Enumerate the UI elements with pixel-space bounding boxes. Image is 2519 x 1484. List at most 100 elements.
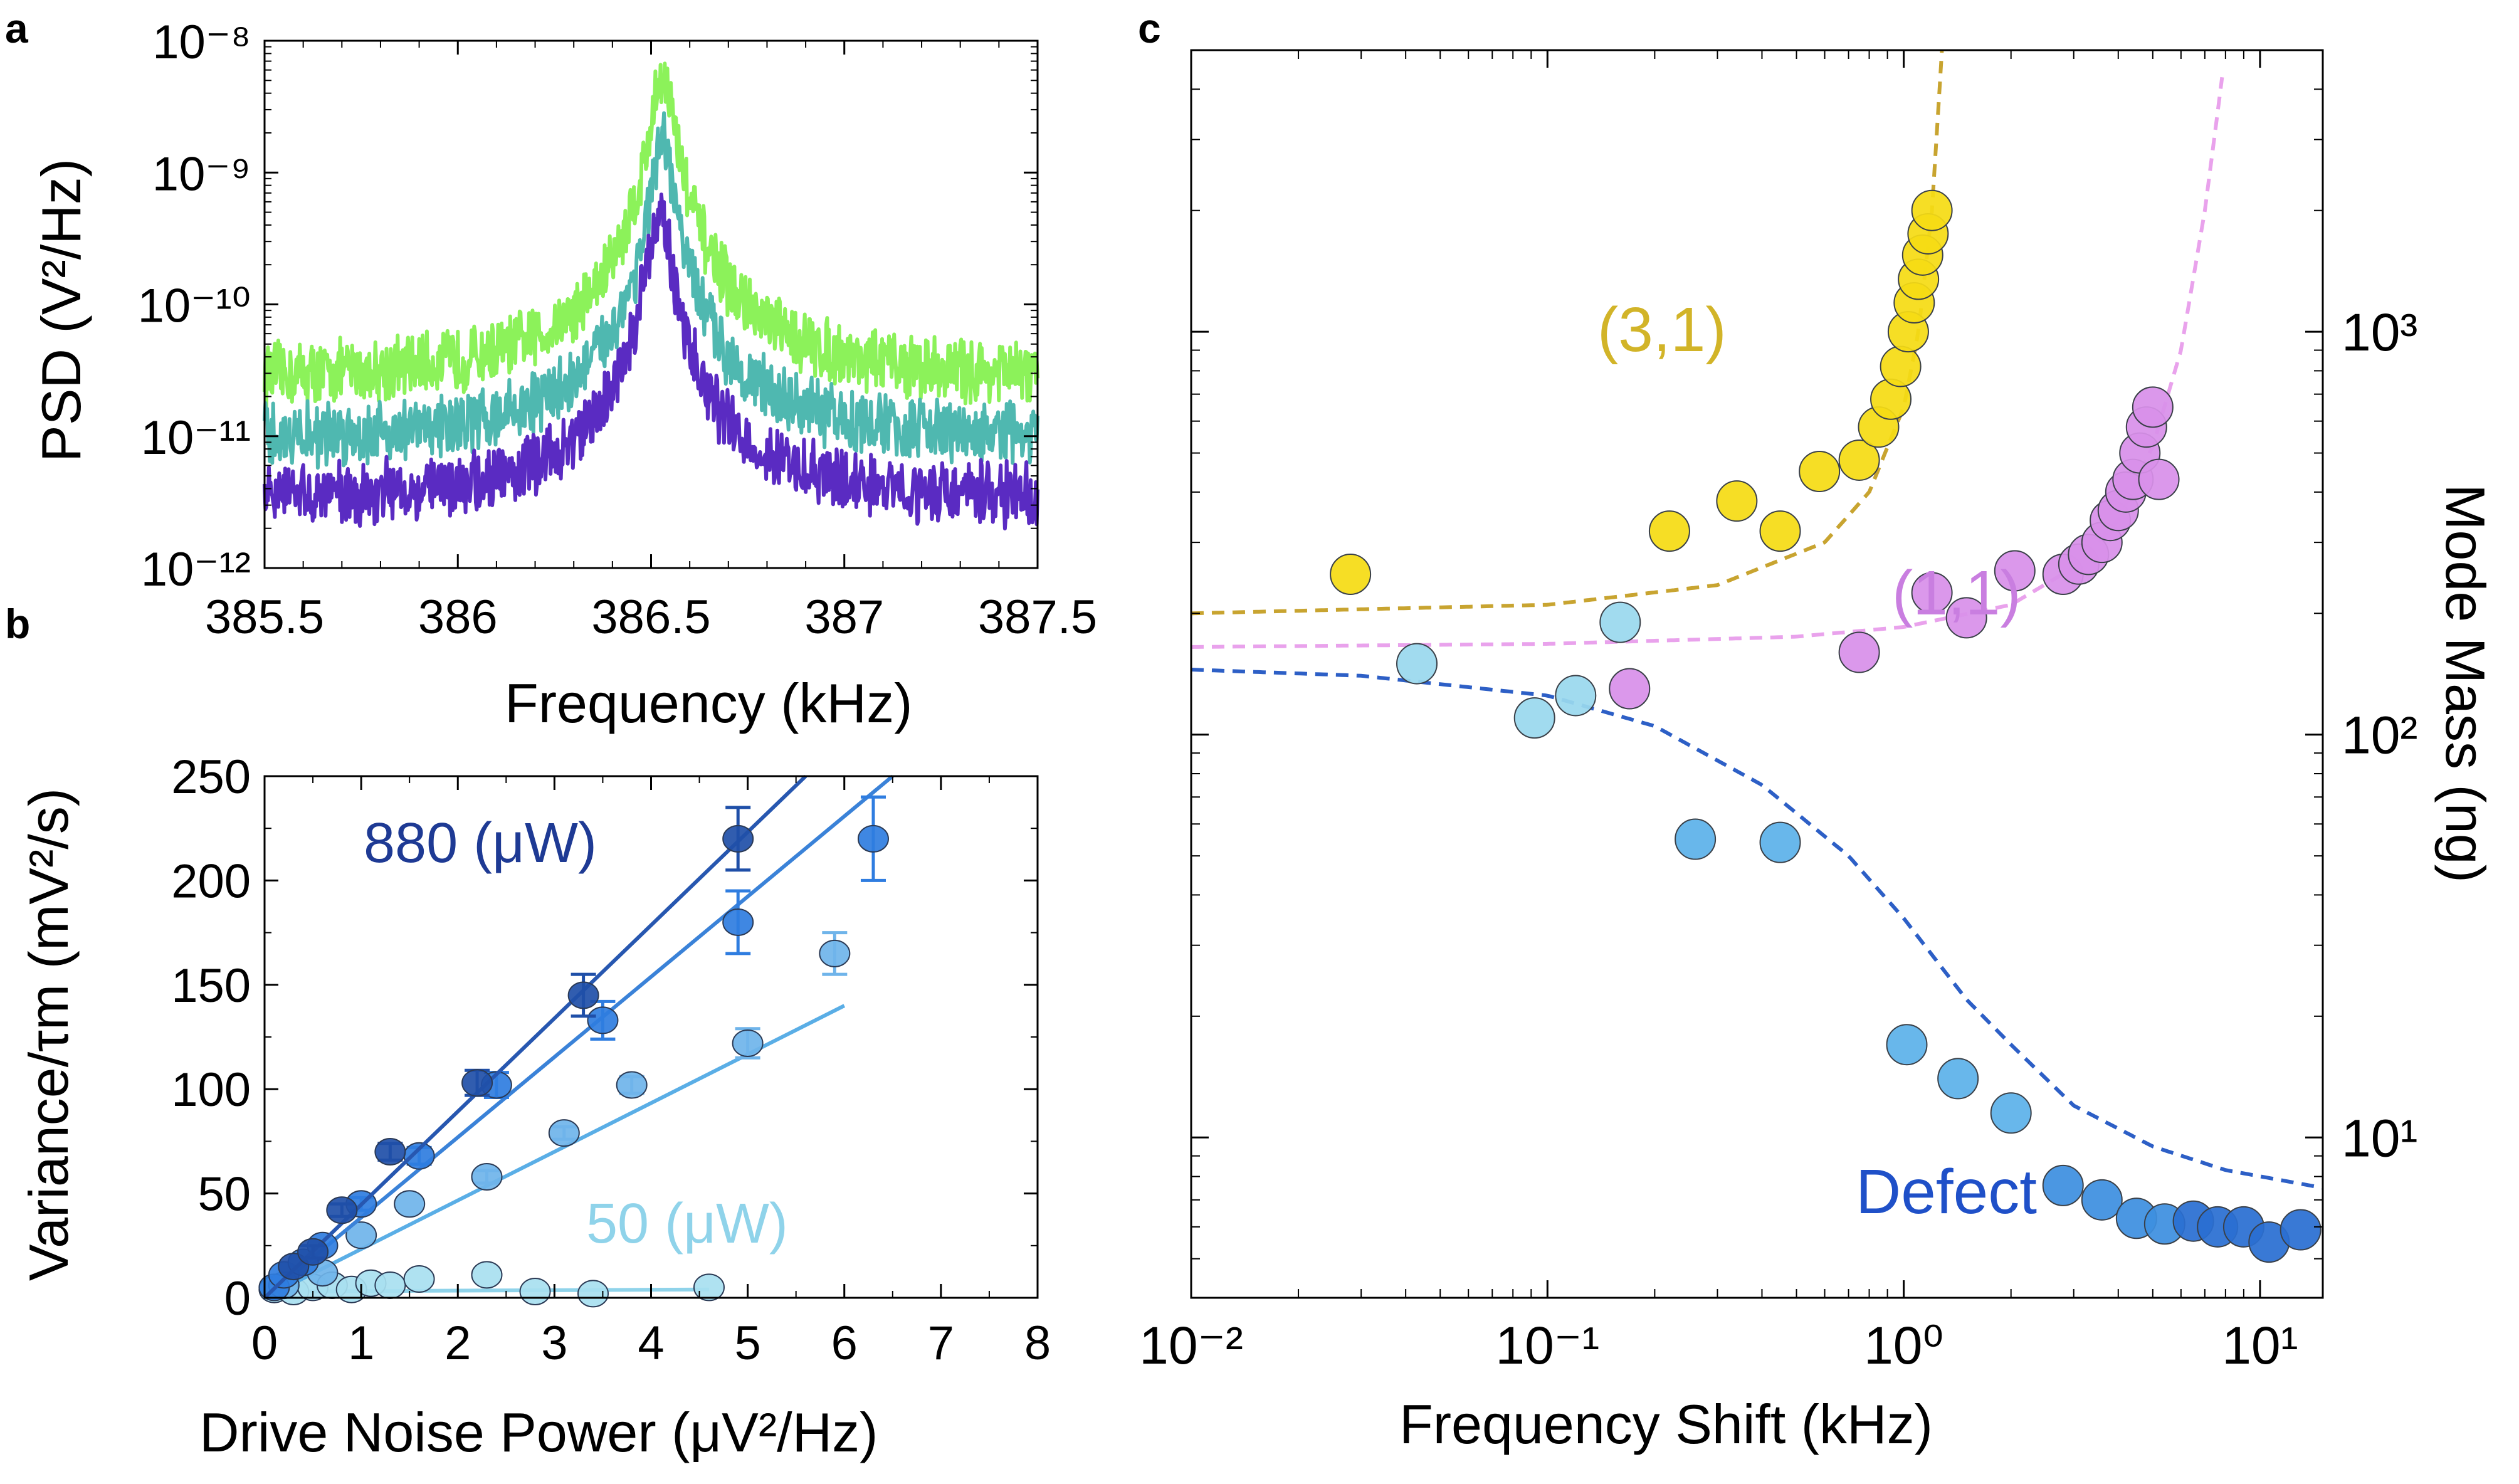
a-ytick-label: 10⁻⁸	[152, 16, 251, 69]
c-point	[1994, 550, 2036, 592]
panel-a-ylabel: PSD (V²/Hz)	[30, 159, 92, 462]
psd-trace-1	[263, 61, 1039, 411]
psd-trace-2	[263, 111, 1039, 470]
b-xtick-label: 8	[1024, 1317, 1051, 1370]
b-point	[857, 824, 889, 853]
c-ytick-label: 10³	[2342, 303, 2417, 362]
c-point	[1648, 510, 1690, 552]
b-point	[471, 1162, 503, 1191]
a-xtick-label: 386	[418, 591, 498, 644]
panel-b-ylabel: Variance/τm (mV²/s)	[18, 788, 80, 1281]
c-point	[1330, 554, 1372, 596]
psd-trace-3	[263, 192, 1039, 530]
panel-a-xlabel: Frequency (kHz)	[505, 672, 912, 734]
b-xtick-label: 3	[541, 1317, 567, 1370]
a-xtick-label: 386.5	[591, 591, 710, 644]
b-xtick-label: 0	[251, 1317, 278, 1370]
b-xtick-label: 6	[831, 1317, 858, 1370]
annotation-defect: Defect	[1856, 1157, 2037, 1227]
c-fit--1-1-fit	[1191, 76, 2224, 649]
b-xtick-label: 5	[734, 1317, 760, 1370]
b-ytick-label: 100	[171, 1063, 251, 1117]
b-point	[567, 981, 599, 1009]
b-point	[394, 1190, 426, 1218]
a-ytick-label: 10⁻¹⁰	[138, 280, 251, 333]
c-point	[1609, 668, 1651, 710]
b-ytick-label: 50	[197, 1168, 251, 1221]
c-point	[1945, 597, 1987, 639]
c-point	[1396, 643, 1438, 685]
c-point	[1838, 439, 1880, 481]
panel-c-frame	[1190, 49, 2324, 1299]
annotation-880uw: 880 (μW)	[364, 812, 597, 875]
annotation-mode-3-1: (3,1)	[1597, 295, 1727, 365]
a-ytick-label: 10⁻¹¹	[141, 411, 251, 465]
panel-c-fits	[1191, 50, 2323, 1190]
c-fit-Defect-fit	[1191, 668, 2323, 1190]
panel-b-ticks: 0 1 2 3 4 5 6 7 8 0 50 100 150 200 250	[171, 750, 1051, 1370]
panel-b-series	[258, 774, 894, 1308]
b-point	[548, 1119, 580, 1147]
c-series--1-1-	[1609, 386, 2180, 710]
b-series-880-μW	[263, 774, 807, 1300]
c-point	[1990, 1092, 2032, 1134]
c-xtick-label: 10⁻¹	[1495, 1316, 1599, 1375]
panel-a-ticks: 385.5 386 386.5 387 387.5 10⁻¹² 10⁻¹¹ 10⁻¹⁰ 10⁻⁹…	[138, 16, 1098, 644]
b-point	[722, 824, 754, 853]
b-point	[403, 1265, 435, 1293]
c-point	[1716, 480, 1758, 522]
c-fit--3-1-fit	[1191, 50, 1944, 616]
c-series-Defect	[1396, 601, 2322, 1263]
c-series--3-1-	[1330, 189, 1953, 596]
a-xtick-label: 387.5	[978, 591, 1097, 644]
b-xtick-label: 7	[928, 1317, 954, 1370]
b-point	[616, 1071, 648, 1099]
c-point	[2138, 458, 2180, 500]
c-point	[1759, 510, 1801, 552]
b-ytick-label: 0	[224, 1272, 251, 1325]
panel-b-xlabel: Drive Noise Power (μV²/Hz)	[199, 1401, 878, 1463]
b-point	[471, 1261, 503, 1289]
panel-b-label: b	[5, 601, 30, 647]
b-point	[326, 1196, 358, 1224]
panel-c-ticks: 10⁻² 10⁻¹ 10⁰ 10¹ 10¹ 10² 10³	[1139, 50, 2417, 1375]
panel-c-series	[1330, 189, 2322, 1263]
panel-c: c 10⁻² 10⁻¹ 10⁰ 10¹ 10¹ 10² 10³ (3,1) (1,1) De…	[1138, 5, 2496, 1455]
c-point	[2132, 386, 2174, 428]
panel-b: b 0 1 2 3 4 5 6 7 8 0 50 100 150 200 250 880 (μW) 50 (…	[5, 601, 1051, 1463]
panel-c-ylabel: Mode Mass (ng)	[2434, 484, 2496, 883]
c-point	[1911, 189, 1953, 231]
c-point	[1937, 1058, 1979, 1100]
c-xtick-label: 10⁰	[1864, 1316, 1943, 1375]
c-point	[2280, 1209, 2322, 1251]
c-point	[1799, 450, 1841, 492]
a-xtick-label: 385.5	[205, 591, 324, 644]
b-ytick-label: 200	[171, 855, 251, 908]
panel-a-series	[263, 61, 1039, 530]
c-point	[1555, 675, 1597, 717]
b-point	[577, 1280, 609, 1308]
c-ytick-label: 10²	[2342, 706, 2417, 765]
c-point	[2081, 1179, 2123, 1221]
b-xtick-label: 1	[348, 1317, 374, 1370]
panel-a-label: a	[5, 5, 29, 51]
c-point	[1513, 697, 1555, 739]
c-point	[1759, 821, 1801, 863]
b-point	[461, 1069, 493, 1097]
annotation-50uw: 50 (μW)	[586, 1192, 788, 1255]
b-point	[297, 1238, 329, 1266]
b-ytick-label: 150	[171, 959, 251, 1013]
panel-c-xlabel: Frequency Shift (kHz)	[1399, 1393, 1933, 1455]
c-xtick-label: 10⁻²	[1139, 1316, 1243, 1375]
c-point	[1599, 601, 1641, 643]
b-point	[374, 1138, 406, 1166]
a-xtick-label: 387	[804, 591, 884, 644]
b-point	[732, 1029, 764, 1057]
b-point	[519, 1278, 551, 1306]
b-ytick-label: 250	[171, 750, 251, 804]
b-xtick-label: 2	[444, 1317, 471, 1370]
annotation-mode-1-1: (1,1)	[1892, 558, 2021, 628]
c-point	[1838, 631, 1880, 673]
b-xtick-label: 4	[638, 1317, 664, 1370]
